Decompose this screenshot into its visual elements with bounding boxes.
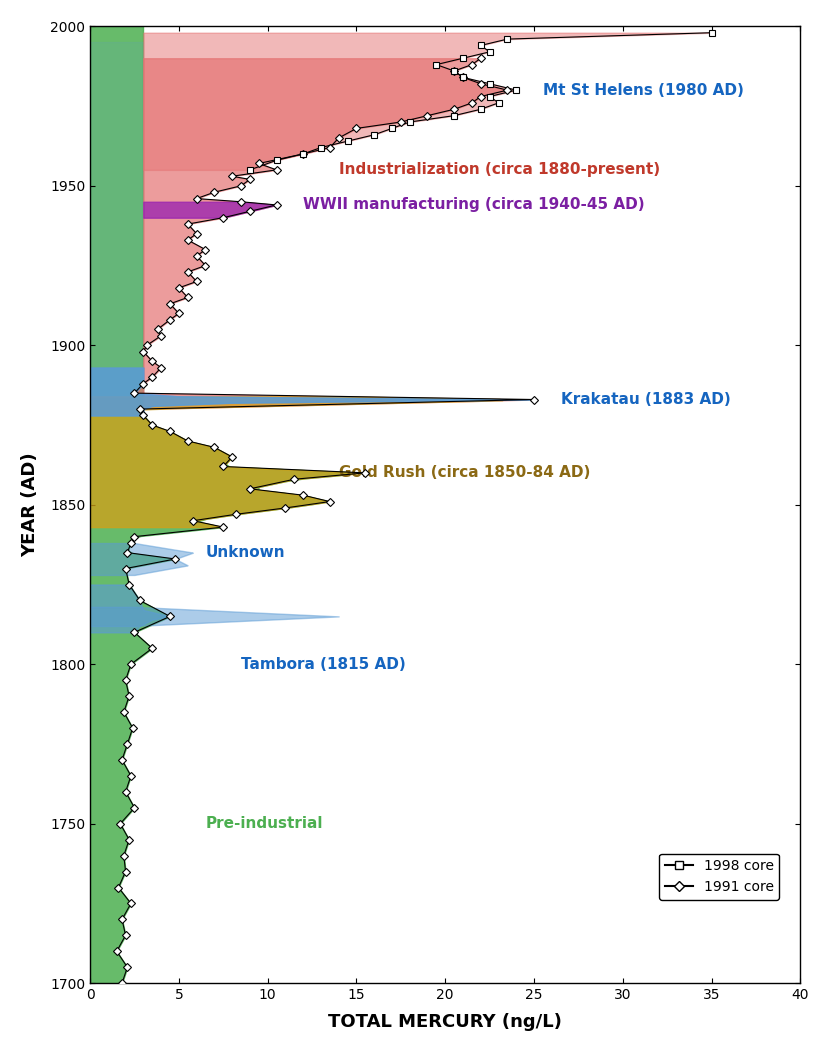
1998 core xyxy=(502,33,512,45)
1998 core xyxy=(458,52,468,64)
1998 core xyxy=(369,128,379,141)
Text: Industrialization (circa 1880-present): Industrialization (circa 1880-present) xyxy=(339,162,660,178)
Text: Unknown: Unknown xyxy=(206,545,286,560)
1998 core xyxy=(485,90,495,103)
1998 core xyxy=(476,103,486,116)
Y-axis label: YEAR (AD): YEAR (AD) xyxy=(21,452,39,558)
1991 core xyxy=(120,929,130,942)
1991 core xyxy=(120,865,130,877)
1998 core xyxy=(405,116,415,128)
1991 core xyxy=(124,579,134,591)
1998 core xyxy=(476,39,486,52)
Text: Mt St Helens (1980 AD): Mt St Helens (1980 AD) xyxy=(543,83,744,98)
1998 core xyxy=(271,154,281,166)
1991 core xyxy=(117,977,127,990)
1998 core xyxy=(245,163,255,176)
1998 core xyxy=(449,109,459,122)
Line: 1991 core: 1991 core xyxy=(114,56,537,986)
1998 core xyxy=(485,78,495,90)
1991 core xyxy=(529,393,539,406)
1998 core xyxy=(706,26,716,39)
1998 core xyxy=(449,64,459,77)
1998 core xyxy=(494,97,504,109)
Text: Tambora (1815 AD): Tambora (1815 AD) xyxy=(241,656,406,672)
X-axis label: TOTAL MERCURY (ng/L): TOTAL MERCURY (ng/L) xyxy=(329,1013,562,1031)
1998 core xyxy=(432,58,442,70)
1991 core xyxy=(236,196,246,208)
Text: Krakatau (1883 AD): Krakatau (1883 AD) xyxy=(561,392,730,407)
Text: WWII manufacturing (circa 1940-45 AD): WWII manufacturing (circa 1940-45 AD) xyxy=(303,198,645,213)
1998 core xyxy=(387,122,397,135)
Legend: 1998 core, 1991 core: 1998 core, 1991 core xyxy=(659,853,779,899)
1991 core xyxy=(476,52,486,64)
Line: 1998 core: 1998 core xyxy=(247,29,715,174)
1998 core xyxy=(485,45,495,58)
1998 core xyxy=(343,135,353,147)
Text: Pre-industrial: Pre-industrial xyxy=(206,816,323,831)
Text: Gold Rush (circa 1850-84 AD): Gold Rush (circa 1850-84 AD) xyxy=(339,465,590,481)
1998 core xyxy=(316,141,326,154)
1998 core xyxy=(298,147,308,160)
1998 core xyxy=(511,84,521,97)
1998 core xyxy=(458,72,468,84)
1991 core xyxy=(142,339,152,351)
